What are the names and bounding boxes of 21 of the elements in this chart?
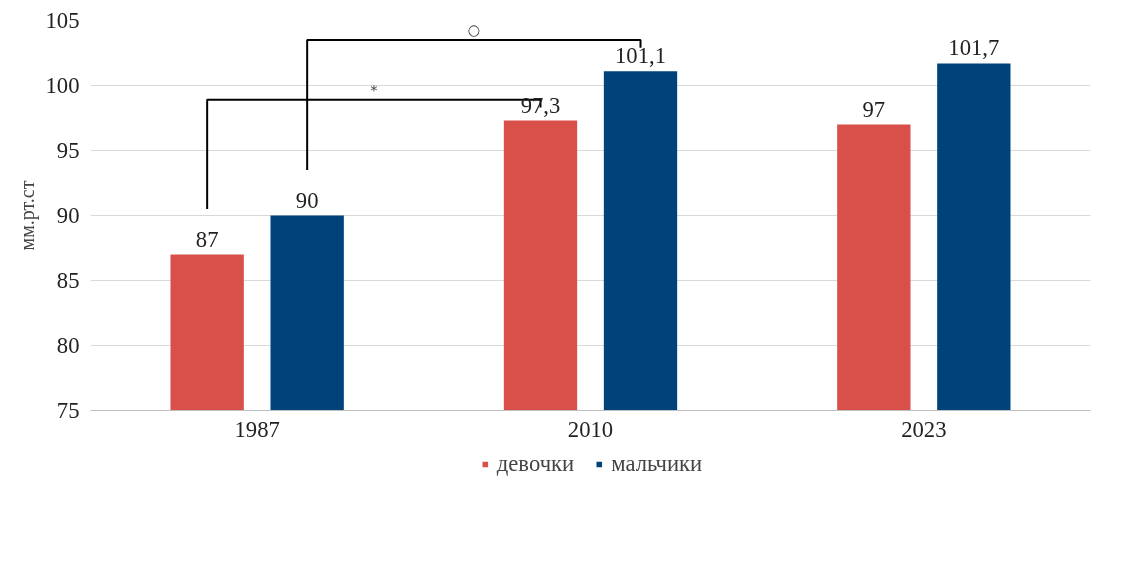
y-tick-label: 75 bbox=[56, 398, 80, 423]
y-tick-label: 100 bbox=[45, 73, 80, 98]
data-label: 101,7 bbox=[948, 35, 1000, 61]
y-tick-label: 95 bbox=[56, 138, 80, 163]
y-tick-label: 90 bbox=[56, 203, 80, 228]
annotation: ○ bbox=[467, 21, 481, 38]
x-tick-label: 1987 bbox=[234, 416, 280, 442]
x-tick-label: 2010 bbox=[567, 416, 614, 442]
data-label: 97 bbox=[862, 96, 886, 122]
data-label: 87 bbox=[195, 226, 219, 252]
y-tick-label: 105 bbox=[45, 8, 80, 33]
y-tick-label: 85 bbox=[56, 268, 80, 293]
data-label: 101,1 bbox=[615, 43, 666, 69]
y-tick-label: 80 bbox=[56, 333, 80, 358]
legend-label: мальчики bbox=[611, 451, 703, 477]
annotation: * bbox=[370, 80, 378, 98]
y-axis-title: мм.рт.ст bbox=[15, 180, 39, 251]
legend-label: девочки bbox=[496, 451, 575, 477]
data-label: 90 bbox=[295, 187, 319, 213]
x-tick-label: 2023 bbox=[901, 416, 947, 442]
data-label: 97,3 bbox=[520, 92, 561, 118]
